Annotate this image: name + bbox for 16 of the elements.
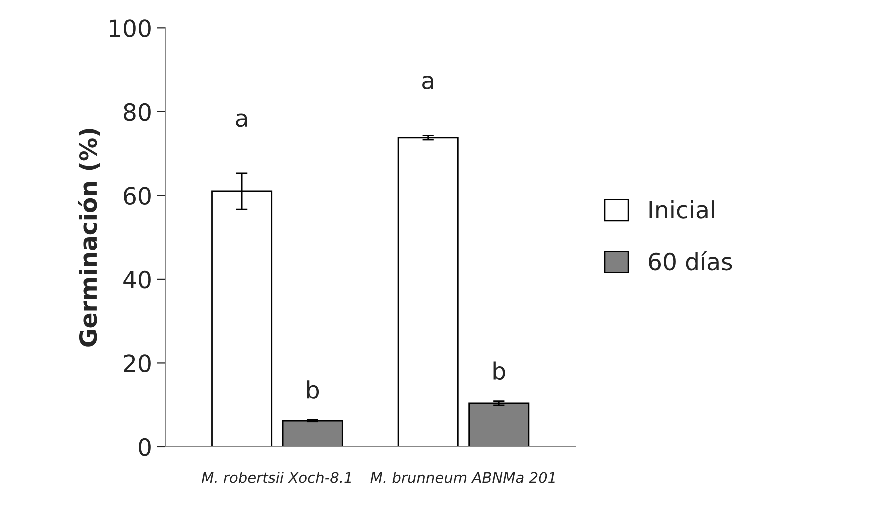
y-tick-label: 40 xyxy=(124,270,151,289)
y-tick-label: 0 xyxy=(139,438,151,456)
y-tick-label: 100 xyxy=(110,20,151,38)
bar xyxy=(398,137,459,447)
x-tick-label: M. robertsii Xoch-8.1 xyxy=(202,472,352,484)
legend-label: 60 días xyxy=(649,252,732,271)
annotation: b xyxy=(308,380,320,399)
x-tick-label: M. brunneum ABNMa 201 xyxy=(370,472,555,484)
annotation: b xyxy=(494,362,506,380)
y-tick-label: 20 xyxy=(124,354,151,373)
annotation: a xyxy=(422,76,434,90)
legend-label: Inicial xyxy=(650,200,714,219)
y-tick-label: 60 xyxy=(124,187,151,205)
y-tick-label: 80 xyxy=(124,103,151,122)
y-axis-title: Germinación (%) xyxy=(78,129,100,347)
annotation: a xyxy=(236,114,248,128)
